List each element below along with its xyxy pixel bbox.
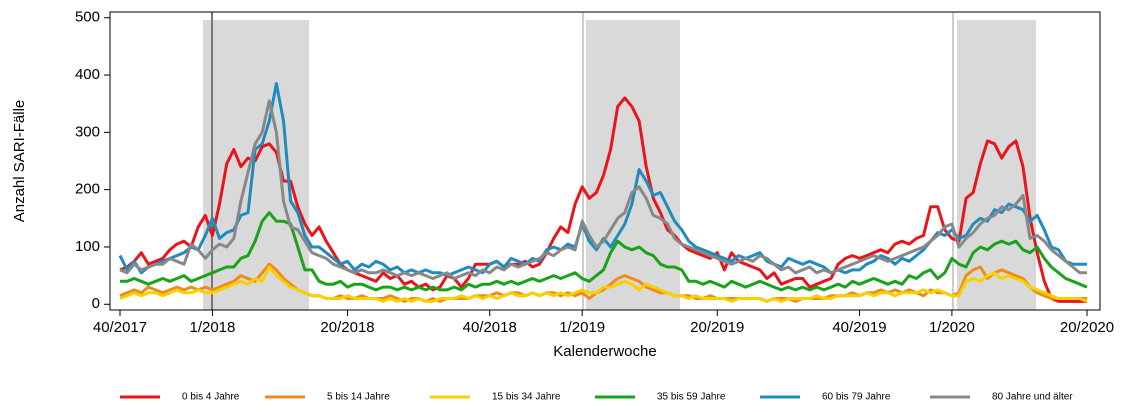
x-tick-label: 20/2019 xyxy=(690,319,744,336)
y-tick-label: 100 xyxy=(75,238,100,255)
y-tick-label: 300 xyxy=(75,123,100,140)
series-line xyxy=(119,265,1088,303)
legend-label: 0 bis 4 Jahre xyxy=(182,392,240,403)
series-line xyxy=(119,99,1087,280)
legend-label: 35 bis 59 Jahre xyxy=(657,392,726,403)
season-band xyxy=(203,20,309,310)
x-tick-label: 1/2019 xyxy=(559,319,605,336)
x-tick-label: 40/2018 xyxy=(463,319,517,336)
plot-frame xyxy=(109,11,1101,311)
season-shading xyxy=(203,12,1036,310)
x-tick-label: 1/2020 xyxy=(929,319,975,336)
legend-label: 80 Jahre und älter xyxy=(992,392,1073,403)
x-tick-label: 20/2020 xyxy=(1060,319,1114,336)
season-band xyxy=(586,20,680,310)
legend-label: 60 bis 79 Jahre xyxy=(822,392,891,403)
y-tick-label: 400 xyxy=(75,66,100,83)
x-tick-label: 20/2018 xyxy=(320,319,374,336)
x-tick-label: 40/2019 xyxy=(832,319,886,336)
series-line xyxy=(119,262,1087,303)
season-band xyxy=(957,20,1036,310)
y-tick-label: 200 xyxy=(75,181,100,198)
x-axis-label: Kalenderwoche xyxy=(553,343,656,360)
y-axis-label: Anzahl SARI-Fälle xyxy=(11,100,28,223)
y-tick-label: 0 xyxy=(92,295,100,312)
series-line xyxy=(120,211,1088,292)
y-tick-label: 500 xyxy=(75,9,100,26)
x-tick-label: 1/2018 xyxy=(189,319,235,336)
legend-label: 5 bis 14 Jahre xyxy=(327,392,390,403)
legend-label: 15 bis 34 Jahre xyxy=(492,392,561,403)
x-tick-label: 40/2017 xyxy=(93,319,147,336)
